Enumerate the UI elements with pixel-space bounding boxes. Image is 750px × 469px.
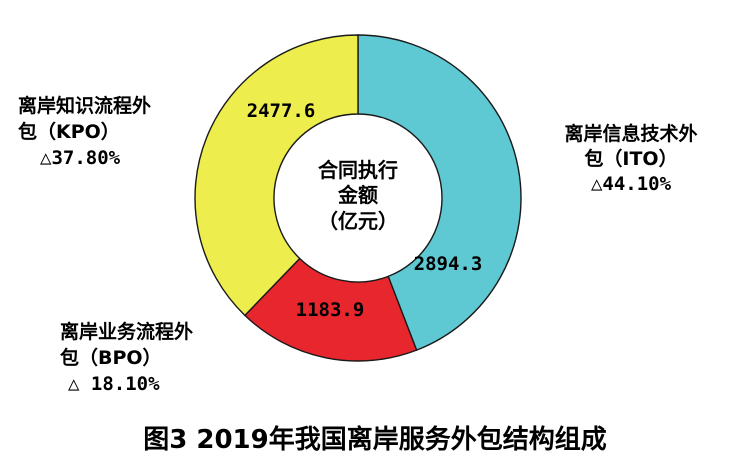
legend-kpo-name-line-1: 离岸知识流程外 — [18, 94, 151, 117]
donut-slices — [194, 34, 522, 362]
center-label-line-2: 金额 — [337, 183, 378, 207]
center-label-line-3: （亿元） — [318, 209, 398, 233]
legend-kpo: 离岸知识流程外 包（KPO） △37.80% — [18, 94, 151, 169]
legend-kpo-name-line-2: 包（KPO） — [18, 120, 120, 143]
legend-bpo-growth: △ 18.10% — [68, 373, 160, 395]
center-label-line-1: 合同执行 — [318, 158, 398, 182]
legend-ito-name-line-2: 包（ITO） — [584, 147, 677, 170]
slice-value-labels: 2894.3 1183.9 2477.6 — [247, 100, 483, 321]
legend-ito-name-line-1: 离岸信息技术外 — [564, 122, 697, 145]
legend-ito-growth: △44.10% — [591, 173, 672, 195]
legend-bpo-name-line-2: 包（BPO） — [60, 346, 162, 369]
slice-value-kpo: 2477.6 — [247, 100, 316, 122]
slice-value-bpo: 1183.9 — [296, 299, 365, 321]
legend-kpo-growth: △37.80% — [40, 147, 121, 169]
legend-bpo: 离岸业务流程外 包（BPO） △ 18.10% — [60, 320, 193, 395]
legend-ito: 离岸信息技术外 包（ITO） △44.10% — [564, 122, 697, 195]
slice-value-ito: 2894.3 — [414, 253, 483, 275]
chart-caption: 图3 2019年我国离岸服务外包结构组成 — [143, 424, 607, 455]
center-label: 合同执行 金额 （亿元） — [318, 158, 398, 233]
donut-slice-kpo — [194, 34, 359, 317]
legend-bpo-name-line-1: 离岸业务流程外 — [60, 320, 193, 343]
donut-slice-bpo — [243, 257, 418, 362]
donut-slice-ito — [357, 34, 522, 352]
